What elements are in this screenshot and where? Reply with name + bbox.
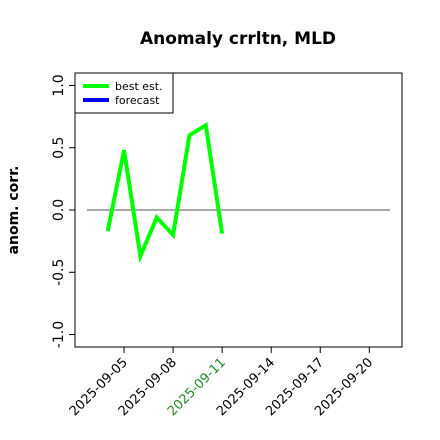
chart-title: Anomaly crrltn, MLD	[140, 29, 336, 49]
legend-label: forecast	[115, 94, 160, 107]
y-tick-label: 1.0	[51, 74, 67, 96]
y-tick-label: -0.5	[51, 259, 67, 286]
y-tick-label: 0.5	[51, 137, 67, 159]
series-line	[105, 122, 225, 264]
y-axis-label: anom. corr.	[6, 166, 22, 255]
y-tick-label: -1.0	[51, 321, 67, 348]
legend-label: best est.	[115, 80, 163, 93]
y-tick-label: 0.0	[51, 199, 67, 221]
legend-box	[74, 72, 174, 114]
